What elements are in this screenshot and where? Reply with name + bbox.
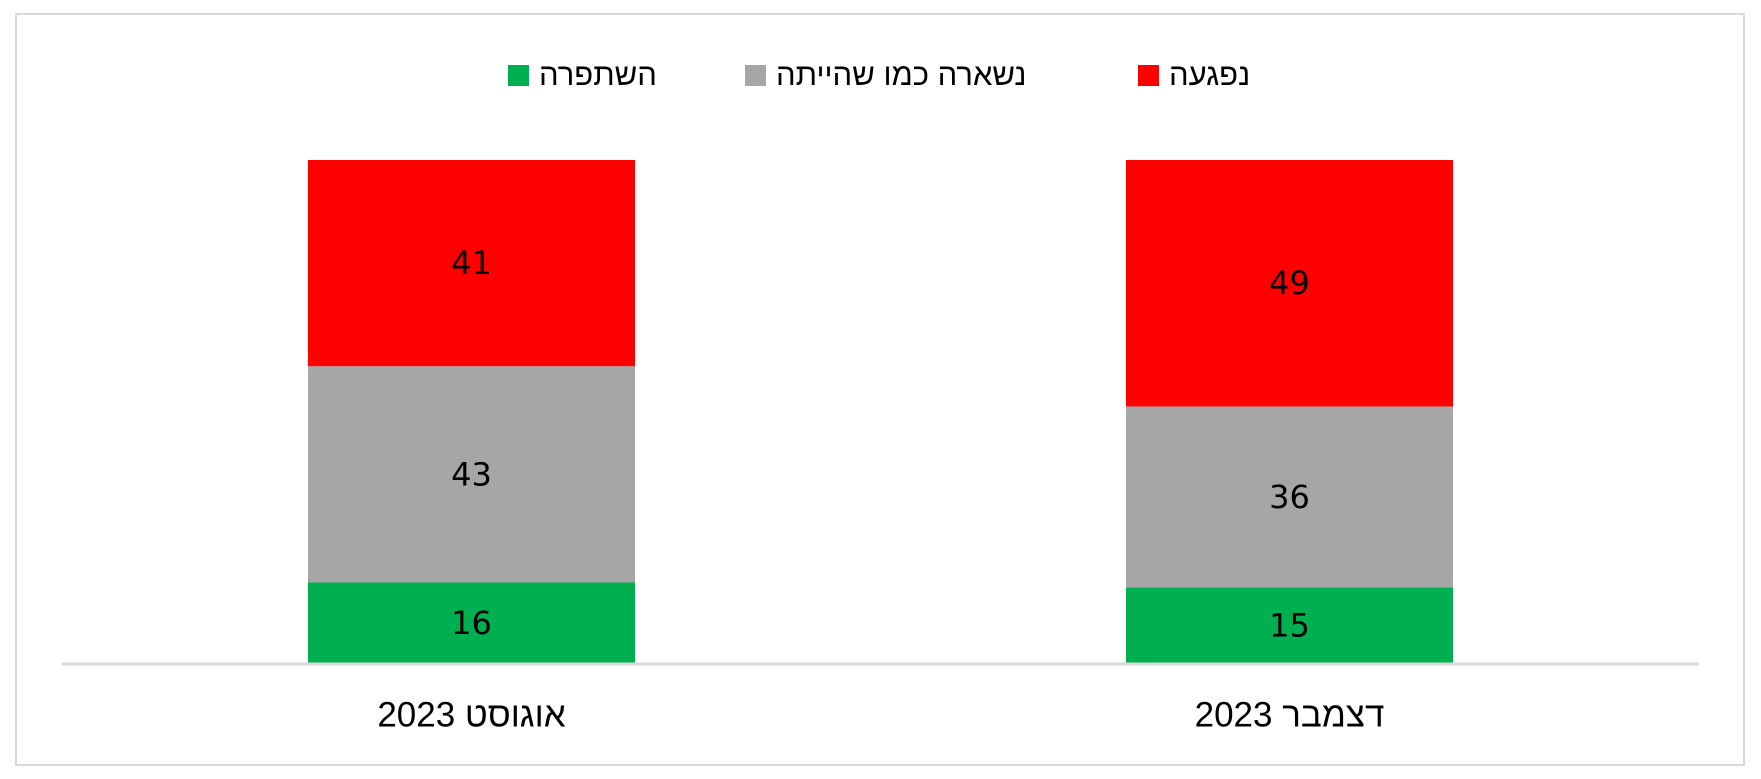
legend-label: נשארה כמו שהייתה: [776, 57, 1027, 92]
bar-segment: [308, 160, 635, 367]
chart-border: [15, 13, 1745, 766]
bar-segment: [308, 582, 635, 663]
bar-segment: [1126, 160, 1453, 407]
x-tick-label: אוגוסט 2023: [377, 695, 565, 734]
legend-swatch: [745, 65, 766, 86]
bar-segment: [1126, 406, 1453, 588]
legend-label: השתפרה: [539, 57, 657, 92]
data-label: 36: [1269, 478, 1310, 516]
bar-segment: [1126, 587, 1453, 663]
legend-swatch: [1138, 65, 1159, 86]
legend-swatch: [508, 65, 529, 86]
data-label: 15: [1269, 606, 1310, 644]
legend-label: נפגעה: [1169, 57, 1250, 92]
data-label: 16: [451, 604, 492, 642]
data-label: 41: [451, 244, 492, 282]
x-tick-label: דצמבר 2023: [1195, 695, 1385, 734]
bar-segment: [308, 366, 635, 583]
data-label: 49: [1269, 264, 1310, 302]
data-label: 43: [451, 455, 492, 493]
